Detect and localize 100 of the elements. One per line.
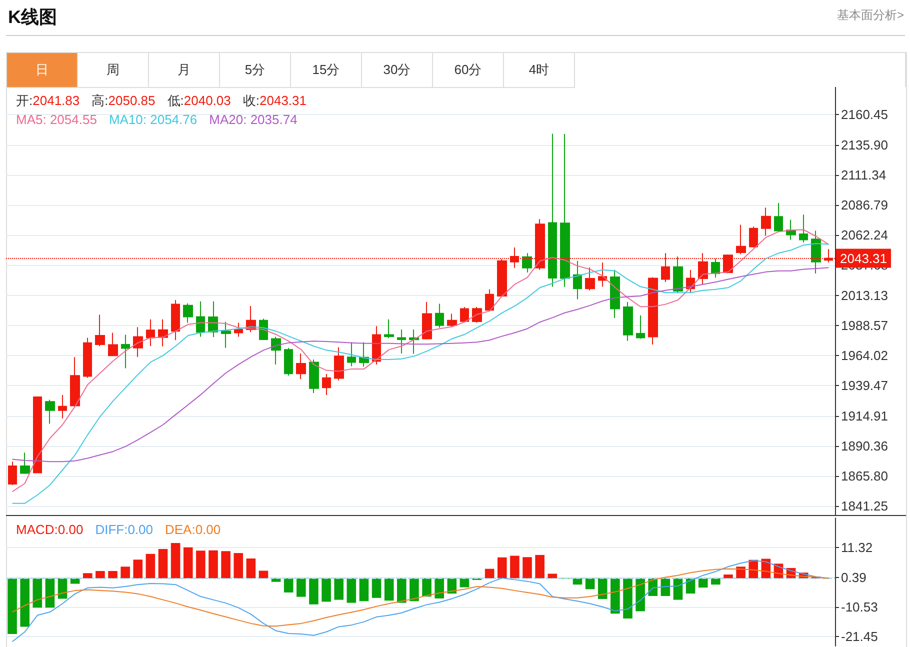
y-tick-label: 2013.13	[841, 288, 888, 303]
y-tick-label: 1890.36	[841, 438, 888, 454]
bar	[45, 578, 55, 608]
bar	[548, 574, 558, 578]
bar	[610, 578, 620, 614]
candlestick	[45, 399, 55, 424]
bar	[170, 543, 180, 578]
bar	[497, 557, 507, 578]
text: 30分	[362, 53, 433, 88]
candlestick	[585, 267, 595, 291]
bar	[258, 570, 268, 578]
y-tick-label: 0.39	[841, 570, 866, 585]
candlestick	[70, 356, 80, 407]
candlestick	[610, 269, 620, 319]
bar	[158, 548, 168, 578]
annotation: 低:2040.03	[167, 93, 231, 108]
annotation: 开:2041.83	[16, 93, 80, 108]
text: DEA:0.00	[165, 522, 221, 537]
bar	[96, 570, 105, 578]
y-tick-label: 1939.47	[841, 378, 888, 394]
y-tick-label: 1841.25	[841, 498, 888, 514]
text: MA5: 2054.55	[16, 112, 97, 127]
bar	[296, 578, 306, 597]
bar	[711, 578, 720, 585]
candlestick	[485, 288, 494, 312]
line-series	[12, 568, 830, 627]
bar	[8, 578, 17, 634]
bar	[221, 551, 230, 578]
bar	[32, 578, 42, 608]
candlestick	[271, 336, 281, 366]
candlestick	[711, 258, 720, 278]
ref-line-label: 2043.31	[840, 250, 887, 266]
y-tick-label: 2160.45	[841, 107, 888, 122]
text: DIFF:0.00	[95, 522, 153, 537]
candlestick	[58, 394, 67, 419]
candlestick	[774, 202, 783, 232]
candlestick	[736, 224, 746, 255]
candlestick	[548, 133, 557, 288]
text: 5分	[220, 53, 291, 88]
bar	[372, 578, 382, 598]
text: MA10: 2054.76	[108, 112, 198, 127]
candlestick	[33, 396, 42, 474]
candlestick	[347, 342, 356, 367]
bar	[322, 578, 331, 602]
bar	[334, 578, 344, 600]
candlestick	[334, 346, 344, 381]
bar	[535, 554, 544, 578]
candlestick	[8, 461, 17, 486]
candlestick	[83, 337, 92, 378]
y-tick-label: 2062.24	[841, 228, 888, 243]
y-tick-label: 1964.02	[841, 348, 888, 364]
bar	[284, 578, 294, 592]
candlestick	[749, 226, 758, 248]
y-tick-label: 1865.80	[841, 468, 888, 484]
candlestick	[95, 314, 105, 347]
candlestick	[422, 301, 432, 340]
candlestick	[397, 328, 406, 354]
bar	[309, 578, 318, 604]
bar	[397, 578, 406, 603]
bar	[70, 578, 80, 584]
bar	[434, 578, 444, 598]
candlestick	[799, 214, 808, 244]
bar	[522, 557, 532, 578]
bar	[598, 578, 608, 599]
candlestick	[171, 300, 180, 341]
y-tick-label: 1914.91	[841, 408, 888, 424]
bar	[234, 553, 244, 578]
candlestick	[560, 133, 570, 288]
candlestick	[322, 373, 331, 396]
text: MA20: 2035.74	[209, 112, 298, 127]
annotation: 收:2043.31	[242, 93, 306, 108]
candlestick	[108, 332, 118, 357]
bar	[196, 550, 206, 578]
bar	[510, 556, 520, 578]
candlestick	[811, 230, 821, 274]
text: 日	[7, 53, 78, 88]
text: 周	[78, 53, 149, 88]
candlestick	[522, 252, 532, 274]
bar	[484, 568, 494, 578]
candlestick	[221, 321, 231, 348]
candlestick	[761, 207, 771, 236]
line-series	[12, 267, 830, 462]
chart-title: K线图	[8, 6, 57, 29]
bar	[673, 578, 683, 600]
text: MACD:0.00	[16, 522, 84, 537]
candlestick	[598, 262, 607, 288]
candlestick	[384, 318, 394, 339]
bar	[422, 578, 432, 597]
text: 基本面分析>	[836, 7, 904, 24]
y-tick-label: 2135.90	[841, 137, 888, 152]
bar	[346, 578, 356, 603]
candlestick	[447, 313, 457, 328]
bar	[20, 578, 30, 627]
candlestick	[673, 256, 683, 294]
text: 60分	[433, 53, 504, 88]
text: 4时	[504, 53, 575, 88]
bar	[636, 578, 645, 612]
bar	[146, 554, 156, 578]
y-tick-label: 2111.34	[841, 167, 886, 182]
candlestick	[472, 306, 482, 323]
